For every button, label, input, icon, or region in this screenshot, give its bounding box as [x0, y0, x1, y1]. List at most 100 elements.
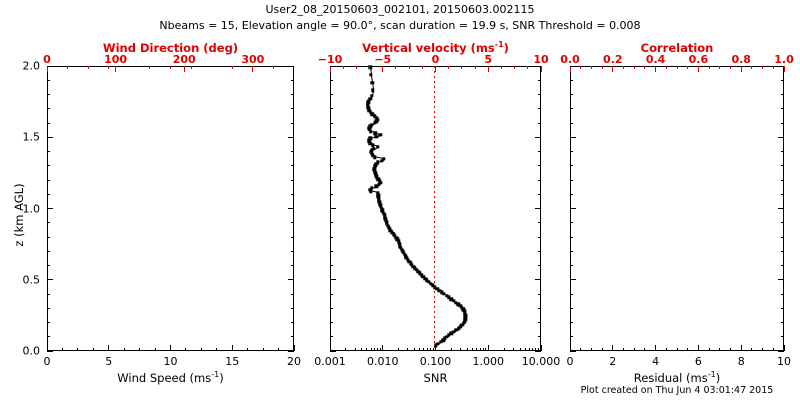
- bottom-minor-tick: [154, 348, 156, 351]
- y-tick-mark: [570, 222, 573, 224]
- y-tick-label: 0.0: [22, 344, 41, 358]
- top-minor-tick: [772, 66, 774, 69]
- bottom-minor-tick: [185, 348, 187, 351]
- y-tick-mark: [538, 151, 541, 152]
- y-tick-mark: [570, 265, 573, 266]
- bottom-minor-tick: [200, 348, 202, 351]
- y-tick-mark: [47, 293, 50, 295]
- y-tick-mark: [330, 336, 333, 338]
- bottom-minor-tick: [471, 348, 473, 351]
- bottom-tick-mark: [487, 345, 489, 351]
- y-tick-mark: [535, 65, 541, 67]
- y-tick-mark: [538, 293, 541, 295]
- y-tick-mark: [781, 250, 784, 252]
- bottom-tick-mark: [612, 345, 614, 351]
- top-minor-tick: [514, 66, 516, 69]
- y-tick-mark: [778, 65, 784, 67]
- bottom-minor-tick: [354, 348, 356, 351]
- bottom-tick-label: 6: [694, 355, 702, 368]
- y-tick-mark: [570, 165, 573, 167]
- top-tick-label: 0.4: [645, 53, 666, 66]
- y-tick-mark: [330, 307, 333, 309]
- y-tick-mark: [330, 108, 333, 110]
- y-tick-mark: [47, 179, 50, 181]
- bottom-minor-tick: [708, 348, 710, 351]
- top-minor-tick: [149, 66, 151, 69]
- top-tick-label: 10: [533, 53, 549, 66]
- y-tick-label: 0.5: [22, 273, 41, 287]
- y-tick-mark: [291, 94, 294, 95]
- bottom-tick-mark: [540, 345, 542, 351]
- bottom-minor-tick: [519, 348, 521, 351]
- top-minor-tick: [719, 66, 721, 69]
- bottom-minor-tick: [379, 348, 381, 351]
- y-tick-mark: [570, 94, 573, 95]
- top-minor-tick: [170, 66, 171, 69]
- top-tick-mark: [115, 66, 117, 72]
- bottom-tick-label: 0: [566, 355, 574, 368]
- y-tick-mark: [291, 293, 294, 295]
- top-minor-tick: [762, 66, 764, 69]
- y-tick-mark: [778, 208, 784, 209]
- bottom-tick-label: 1.000: [472, 355, 505, 368]
- bottom-minor-tick: [482, 348, 484, 351]
- y-tick-mark: [291, 336, 294, 338]
- bottom-minor-tick: [139, 348, 141, 351]
- top-minor-tick: [355, 66, 357, 69]
- y-tick-mark: [47, 193, 50, 195]
- y-tick-mark: [291, 79, 294, 81]
- bottom-tick-mark: [46, 345, 48, 351]
- bottom-minor-tick: [580, 348, 582, 351]
- top-minor-tick: [461, 66, 463, 69]
- bottom-minor-tick: [398, 348, 400, 351]
- bottom-tick-mark: [293, 345, 295, 351]
- bottom-axis-label: Residual (ms-1): [633, 370, 721, 385]
- y-tick-mark: [538, 250, 541, 252]
- top-axis-label: Correlation: [640, 41, 714, 55]
- y-tick-mark: [47, 322, 50, 323]
- y-tick-mark: [330, 350, 336, 352]
- top-tick-mark: [783, 66, 785, 72]
- y-tick-mark: [538, 122, 541, 124]
- top-tick-label: −5: [374, 53, 392, 66]
- y-tick-mark: [291, 307, 294, 309]
- y-tick-mark: [781, 222, 784, 224]
- top-tick-mark: [252, 66, 254, 72]
- top-axis-label: Wind Direction (deg): [102, 41, 239, 55]
- top-tick-mark: [612, 66, 614, 72]
- top-minor-tick: [421, 66, 423, 69]
- y-tick-mark: [538, 307, 541, 309]
- y-tick-mark: [291, 193, 294, 195]
- bottom-minor-tick: [450, 348, 452, 351]
- y-tick-label: 2.0: [22, 59, 41, 73]
- y-tick-mark: [570, 208, 576, 209]
- bottom-minor-tick: [460, 348, 462, 351]
- y-axis-label: z (km AGL): [12, 183, 26, 247]
- y-tick-mark: [330, 65, 336, 67]
- residual-panel: [570, 66, 784, 351]
- y-tick-mark: [330, 165, 333, 167]
- bottom-axis-label: Wind Speed (ms-1): [117, 370, 224, 385]
- y-tick-mark: [570, 250, 573, 252]
- plot-timestamp: Plot created on Thu Jun 4 03:01:47 2015: [580, 385, 774, 396]
- y-tick-mark: [47, 79, 50, 81]
- y-tick-mark: [330, 265, 333, 266]
- top-tick-mark: [487, 66, 489, 72]
- bottom-minor-tick: [247, 348, 249, 351]
- top-axis-label: Vertical velocity (ms-1): [362, 40, 509, 55]
- y-tick-mark: [781, 236, 784, 238]
- y-tick-mark: [330, 136, 336, 138]
- y-tick-mark: [47, 94, 50, 95]
- top-minor-tick: [665, 66, 667, 69]
- bottom-minor-tick: [423, 348, 425, 351]
- y-tick-mark: [781, 79, 784, 81]
- y-tick-mark: [570, 179, 573, 181]
- y-tick-mark: [781, 265, 784, 266]
- plot-title: User2_08_20150603_002101, 20150603.00211…: [265, 3, 535, 16]
- y-tick-mark: [291, 179, 294, 181]
- y-tick-mark: [538, 222, 541, 224]
- top-minor-tick: [395, 66, 397, 69]
- bottom-tick-label: 15: [225, 355, 240, 368]
- top-minor-tick: [190, 66, 192, 69]
- y-tick-mark: [781, 336, 784, 338]
